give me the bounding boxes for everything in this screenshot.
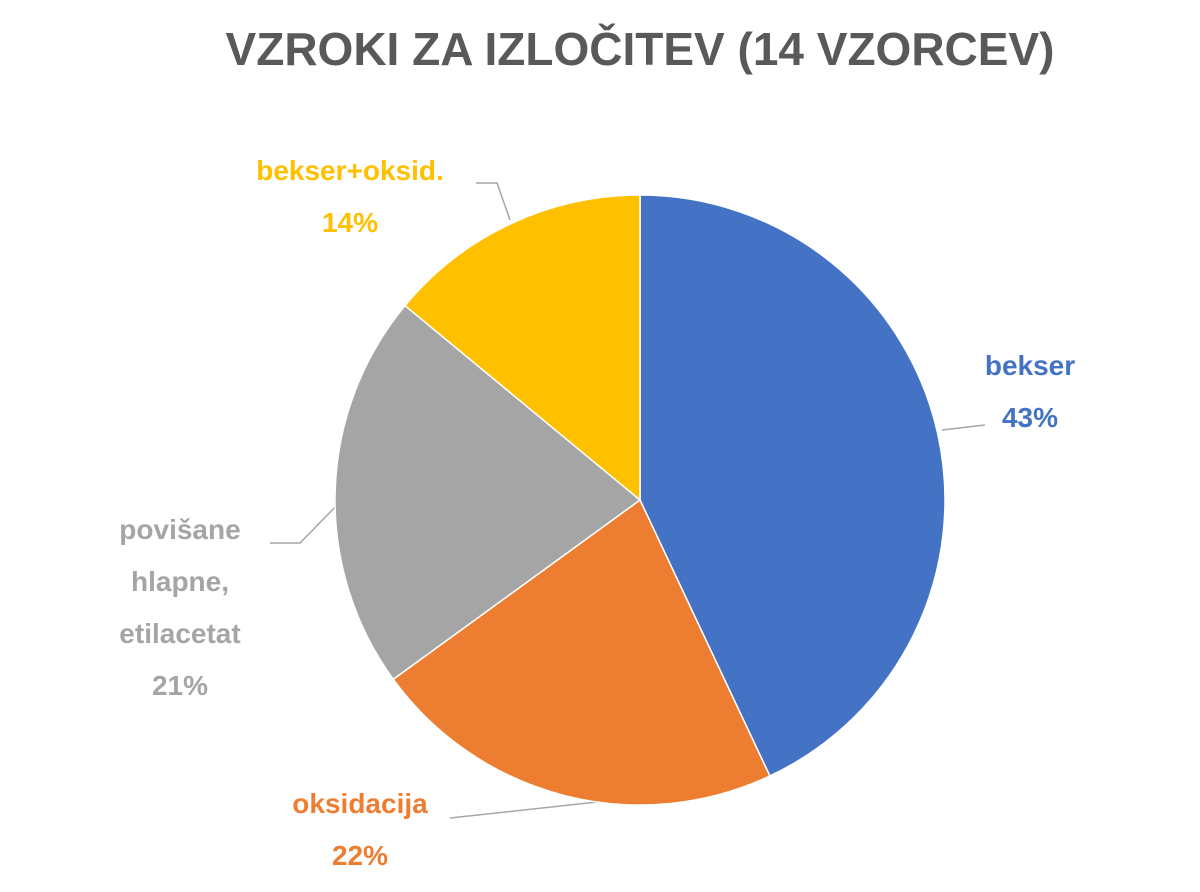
category-label: povišane hlapne, etilacetat [119, 514, 241, 649]
data-label: bekser+oksid. 14% [210, 145, 490, 249]
value-label: 22% [331, 840, 389, 871]
value-label: 14% [321, 207, 379, 238]
pie-slice [334, 304, 642, 681]
data-label: povišane hlapne, etilacetat 21% [85, 504, 275, 712]
value-label: 43% [1001, 402, 1059, 433]
pie-slice [403, 194, 641, 502]
category-label: bekser [984, 350, 1076, 381]
pie-slice [639, 194, 946, 777]
data-label: oksidacija 22% [230, 778, 490, 882]
data-label: bekser 43% [930, 340, 1130, 444]
category-label: oksidacija [292, 788, 428, 819]
category-label: bekser+oksid. [256, 155, 444, 186]
pie-slice [392, 498, 771, 806]
leader-line [270, 496, 346, 544]
chart-title: VZROKI ZA IZLOČITEV (14 VZORCEV) [225, 23, 1055, 75]
leader-line [476, 182, 511, 221]
leader-line [941, 424, 986, 431]
value-label: 21% [151, 670, 209, 701]
